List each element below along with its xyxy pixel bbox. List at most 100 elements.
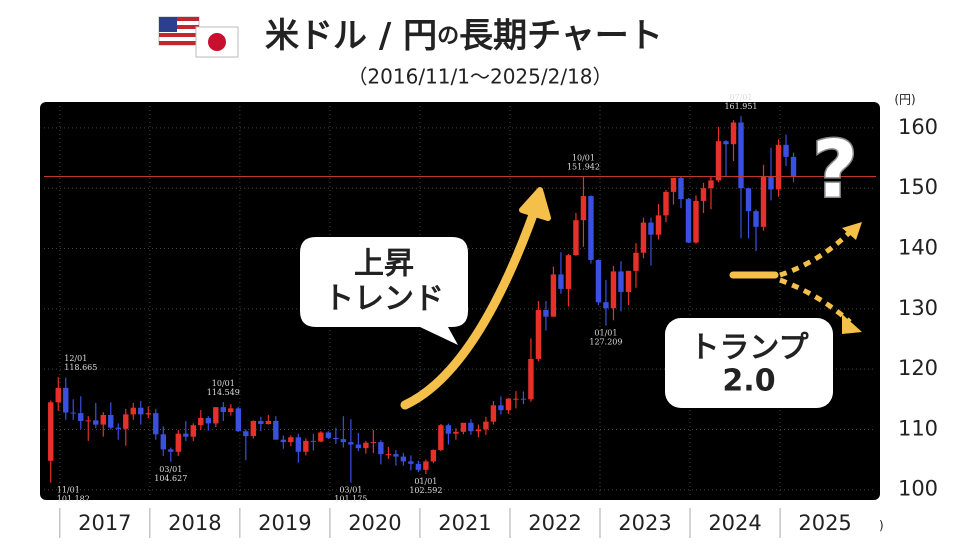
candle-body (783, 144, 789, 157)
candle-body (700, 188, 707, 201)
y-tick-label: 160 (898, 115, 938, 139)
candle-body (175, 433, 181, 452)
candle-body (520, 398, 527, 400)
annotation-value: 127.209 (589, 338, 622, 347)
candle-body (678, 177, 684, 200)
annotation-date: 01/01 (594, 329, 617, 338)
candle-body (48, 402, 54, 461)
candle-body (70, 412, 76, 414)
candle-body (85, 420, 91, 422)
candle-body (280, 439, 287, 443)
trend-arrow (400, 190, 545, 410)
title-main: 米ドル / 円 (265, 16, 437, 56)
candle-body (528, 358, 534, 400)
candle-body (378, 442, 384, 455)
scenario-up (779, 228, 854, 278)
y-tick-label: 110 (898, 416, 938, 440)
candle-body (460, 422, 467, 432)
candle-body (535, 310, 542, 359)
candle-body (393, 454, 399, 457)
y-tick-label: 150 (898, 175, 938, 199)
candle-body (183, 433, 189, 437)
annotation-date: 12/01 (64, 354, 87, 363)
candle-body (348, 442, 354, 445)
candle-body (198, 417, 204, 426)
annotation-value: 114.549 (207, 388, 240, 397)
candle-body (190, 425, 197, 437)
candle-body (408, 461, 414, 464)
question-mark: ? (812, 125, 857, 215)
candle-body (775, 144, 782, 190)
callout-text: トランプ (689, 331, 809, 366)
candle-body (93, 420, 99, 425)
candle-body (168, 449, 174, 452)
candle-body (573, 220, 579, 256)
title-particle: の (437, 24, 459, 49)
candle-body (715, 141, 722, 181)
candle-body (438, 425, 444, 450)
candle-body (498, 405, 504, 411)
candle-body (78, 413, 84, 422)
candle-body (220, 407, 227, 412)
scenario-down-head (842, 314, 862, 334)
candle-body (340, 439, 347, 443)
x-tick-label: 2021 (438, 511, 491, 535)
annotation-date: 11/01 (57, 486, 80, 495)
candle-body (655, 215, 662, 235)
subtitle: （2016/11/1〜2025/2/18） (347, 65, 612, 89)
candle-body (550, 274, 557, 317)
candle-body (565, 255, 572, 289)
candle-body (790, 156, 797, 177)
candle-body (633, 252, 639, 271)
us-flag (158, 16, 200, 46)
candle-body (55, 387, 61, 403)
callout-box (665, 318, 833, 408)
candle-body (745, 188, 752, 212)
annotation-value: 101.182 (57, 495, 90, 504)
annotation-date: 10/01 (572, 154, 595, 163)
annotation-value: 104.627 (154, 474, 187, 483)
annotation-date: 07/01 (729, 93, 752, 102)
candle-body (753, 211, 759, 227)
candle-body (288, 437, 294, 443)
callout-box (300, 237, 468, 345)
x-tick-label: 2017 (78, 511, 131, 535)
callout-text: 上昇 (354, 247, 414, 282)
candle-body (303, 440, 309, 452)
x-tick-label: 2020 (348, 511, 401, 535)
candle-body (730, 122, 737, 145)
y-tick-label: 120 (898, 356, 938, 380)
candle-body (123, 414, 129, 429)
candle-body (258, 421, 264, 425)
candle-body (490, 405, 497, 422)
candle-body (513, 398, 519, 400)
annotation-date: 10/01 (212, 379, 235, 388)
candle-body (505, 398, 512, 411)
candle-body (205, 417, 212, 424)
candle-body (385, 454, 392, 456)
candle-body (370, 442, 377, 444)
annotation-value: 101.175 (334, 495, 367, 504)
candle-body (228, 408, 234, 412)
candle-body (475, 429, 482, 432)
y-tick-label: 140 (898, 236, 938, 260)
candle-body (580, 196, 587, 221)
candle-body (235, 408, 242, 432)
candle-body (663, 191, 669, 216)
y-tick-label: 130 (898, 296, 938, 320)
candle-body (693, 200, 699, 243)
candle-body (295, 437, 302, 452)
y-unit: (円) (894, 93, 915, 107)
candle-body (100, 414, 106, 425)
candle-body (768, 176, 774, 190)
candle-body (618, 271, 624, 292)
candle-body (130, 407, 136, 415)
candle-body (273, 421, 279, 440)
candle-body (400, 456, 407, 462)
candle-body (558, 274, 564, 289)
candle-body (445, 425, 452, 434)
trend-arrow-head (519, 187, 551, 221)
candle-body (760, 176, 767, 227)
candle-body (138, 407, 144, 415)
